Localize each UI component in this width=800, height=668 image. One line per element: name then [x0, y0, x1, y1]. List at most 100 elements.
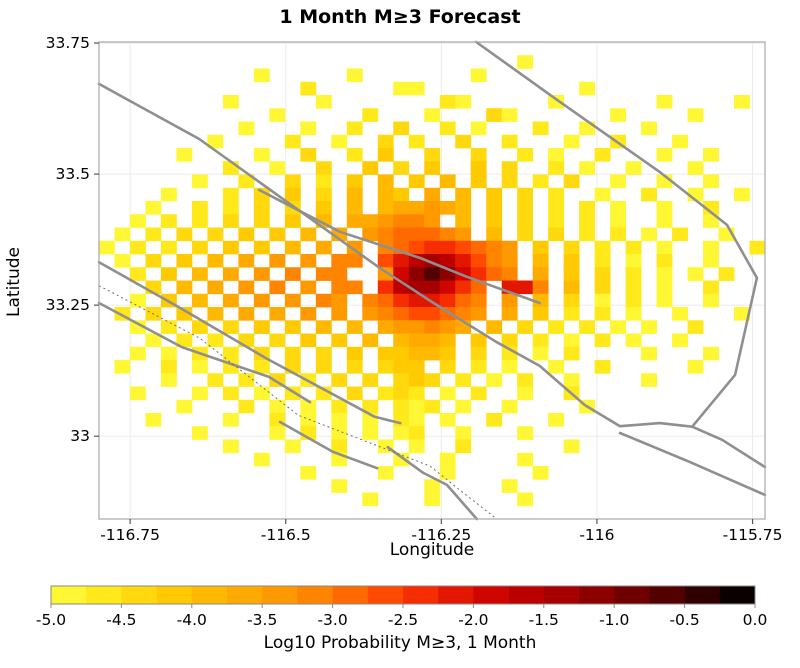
heatmap-cell	[532, 121, 549, 136]
heatmap-cell	[129, 214, 146, 228]
heatmap-cell	[191, 293, 208, 308]
heatmap-cell	[517, 227, 534, 242]
colorbar-tick-label: -4.0	[177, 611, 207, 629]
heatmap-cell	[563, 293, 580, 308]
heatmap-cell	[145, 201, 162, 215]
heatmap-cell	[315, 346, 332, 361]
heatmap-cell	[579, 214, 596, 228]
colorbar: -5.0 -4.5 -4.0 -3.5 -3.0 -2.5 -2.0 -1.5 -1.0 -0.5…	[36, 585, 767, 629]
heatmap-cell	[315, 386, 332, 401]
heatmap-cell	[408, 174, 425, 189]
heatmap-cell	[501, 240, 518, 255]
heatmap-cell	[470, 254, 487, 268]
heatmap-cell	[207, 254, 224, 268]
heatmap-cell	[114, 360, 131, 374]
heatmap-cell	[455, 254, 472, 268]
heatmap-cell	[455, 95, 472, 109]
heatmap-cell	[579, 227, 596, 242]
heatmap-cell	[517, 373, 534, 387]
heatmap-cell	[284, 134, 301, 149]
heatmap-cell	[439, 95, 456, 109]
heatmap-cell	[424, 161, 441, 175]
heatmap-cell	[408, 134, 425, 149]
heatmap-cell	[114, 227, 131, 242]
heatmap-cell	[439, 333, 456, 348]
fault-line	[97, 301, 312, 404]
heatmap-cell	[315, 161, 332, 175]
heatmap-cell	[439, 293, 456, 308]
heatmap-cell	[331, 333, 348, 348]
heatmap-cell	[346, 148, 363, 162]
heatmap-cell	[501, 307, 518, 321]
heatmap-cell	[625, 254, 642, 268]
colorbar-tick-label: -1.5	[529, 611, 559, 629]
heatmap-cell	[331, 426, 348, 440]
heatmap-cell	[625, 333, 642, 348]
heatmap-cell	[129, 386, 146, 401]
heatmap-cell	[315, 320, 332, 334]
heatmap-cell	[408, 293, 425, 308]
heatmap-cell	[393, 452, 410, 467]
heatmap-cell	[253, 201, 270, 215]
heatmap-cell	[470, 121, 487, 136]
heatmap-cell	[501, 333, 518, 348]
heatmap-cell	[486, 413, 503, 427]
heatmap-cell	[594, 360, 611, 374]
heatmap-cell	[300, 280, 317, 295]
heatmap-cell	[548, 95, 565, 109]
heatmap-cell	[284, 240, 301, 255]
heatmap-cell	[114, 254, 131, 268]
heatmap-cell	[532, 466, 549, 480]
heatmap-cell	[377, 148, 394, 162]
colorbar-segment	[473, 586, 509, 604]
heatmap-cell	[424, 333, 441, 348]
heatmap-cell	[300, 254, 317, 268]
heatmap-cell	[532, 346, 549, 361]
heatmap-cell	[207, 307, 224, 321]
colorbar-segment	[191, 586, 228, 604]
heatmap-cell	[734, 187, 750, 202]
heatmap-cell	[315, 293, 332, 308]
heatmap-cell	[393, 81, 410, 96]
heatmap-cell	[501, 267, 518, 281]
heatmap-cell	[99, 240, 115, 255]
heatmap-cell	[610, 108, 627, 122]
heatmap-cell	[486, 201, 503, 215]
heatmap-cell	[470, 267, 487, 281]
heatmap-cell	[362, 307, 379, 321]
heatmap-cell	[393, 267, 410, 281]
heatmap-cell	[625, 307, 642, 321]
heatmap-cell	[269, 399, 286, 414]
colorbar-segment	[297, 586, 333, 604]
x-tick-label: -116.25	[411, 526, 471, 544]
heatmap-cell	[346, 68, 363, 83]
heatmap-cell	[176, 254, 193, 268]
heatmap-cell	[470, 307, 487, 321]
heatmap-cell	[641, 121, 657, 136]
heatmap-cell	[222, 267, 239, 281]
heatmap-cell	[331, 373, 348, 387]
heatmap-cell	[641, 346, 657, 361]
heatmap-cell	[145, 227, 162, 242]
colorbar-segment	[508, 586, 545, 604]
heatmap-cell	[253, 148, 270, 162]
heatmap-cell	[191, 320, 208, 334]
heatmap-cell	[517, 280, 534, 295]
heatmap-cell	[563, 346, 580, 361]
heatmap-cell	[408, 214, 425, 228]
heatmap-cell	[749, 240, 766, 255]
heatmap-cell	[455, 439, 472, 454]
heatmap-cell	[470, 148, 487, 162]
x-tick-label: -116	[579, 526, 614, 544]
heatmap-cell	[331, 280, 348, 295]
heatmap-cell	[579, 161, 596, 175]
heatmap-cell	[222, 240, 239, 255]
colorbar-segment	[543, 586, 580, 604]
heatmap-cell	[439, 452, 456, 467]
heatmap-cell	[207, 227, 224, 242]
heatmap-cell	[517, 214, 534, 228]
heatmap-cell	[362, 492, 379, 507]
colorbar-tick-label: -2.0	[458, 611, 488, 629]
heatmap-cell	[455, 373, 472, 387]
heatmap-cell	[548, 201, 565, 215]
